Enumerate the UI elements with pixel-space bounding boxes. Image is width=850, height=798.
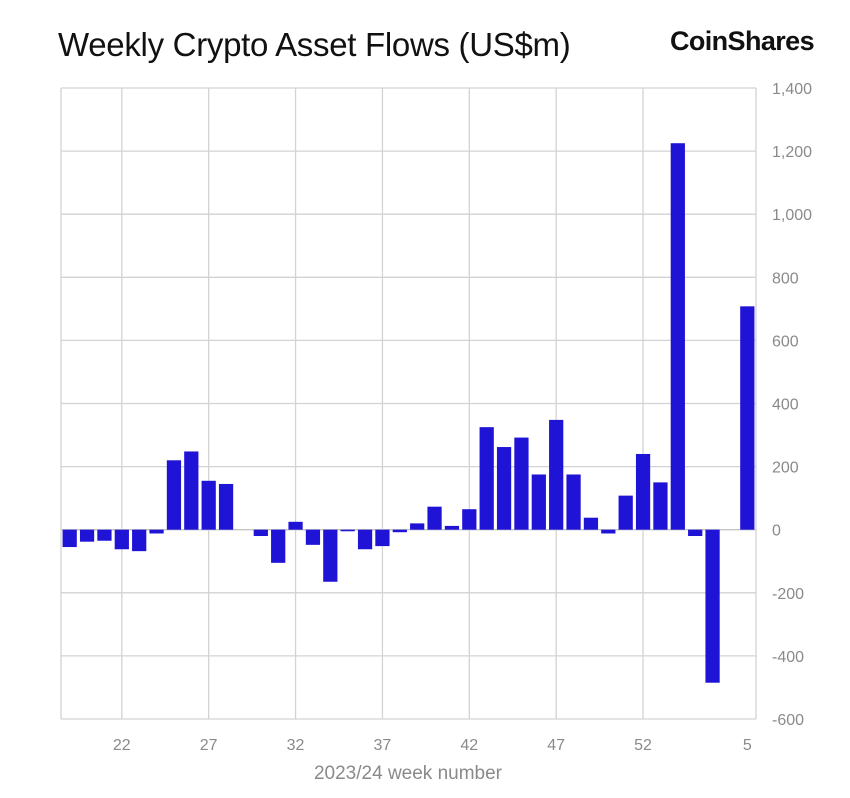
x-tick-label: 22 <box>113 737 131 754</box>
bar-week-27 <box>201 480 216 530</box>
y-tick-label: -600 <box>772 712 804 729</box>
y-tick-label: 1,000 <box>772 207 812 224</box>
y-tick-label: 0 <box>772 523 781 540</box>
y-tick-label: -200 <box>772 586 804 603</box>
bar-week-45 <box>514 437 529 530</box>
bar-week-20 <box>79 529 95 542</box>
y-tick-label: 400 <box>772 397 799 414</box>
bar-week-24 <box>149 529 164 534</box>
bar-week-34 <box>323 529 338 582</box>
bar-week-40 <box>427 506 442 530</box>
bar-week-43 <box>479 427 494 530</box>
bar-week-37 <box>375 529 390 547</box>
bar-week-26 <box>184 451 199 530</box>
bar-week-23 <box>132 529 147 552</box>
bar-week-38 <box>392 529 407 533</box>
bar-week-5 <box>740 306 755 530</box>
bars <box>62 143 755 683</box>
bar-week-50 <box>601 529 616 534</box>
x-tick-label: 42 <box>460 737 478 754</box>
bar-week-44 <box>496 447 512 530</box>
bar-week-41 <box>444 525 460 530</box>
chart-title: Weekly Crypto Asset Flows (US$m) <box>58 26 571 63</box>
grid-lines <box>60 87 757 720</box>
y-tick-label: -400 <box>772 649 804 666</box>
y-tick-label: 600 <box>772 333 799 350</box>
bar-week-47 <box>549 419 564 530</box>
bar-week-52 <box>635 453 651 530</box>
x-tick-label: 37 <box>374 737 392 754</box>
bar-week-3 <box>705 529 720 683</box>
bar-week-33 <box>305 529 321 545</box>
bar-week-48 <box>566 474 581 530</box>
bar-week-39 <box>410 523 425 530</box>
bar-week-32 <box>288 521 303 530</box>
y-tick-label: 1,400 <box>772 81 812 98</box>
x-axis-title: 2023/24 week number <box>314 763 503 784</box>
x-axis-ticks: 22 27 32 37 42 47 52 5 <box>113 737 752 754</box>
bar-week-22 <box>114 529 129 550</box>
bar-week-31 <box>271 529 286 563</box>
brand-logo: CoinShares <box>669 26 815 56</box>
x-tick-label: 47 <box>547 737 565 754</box>
bar-week-36 <box>357 529 373 550</box>
bar-week-53 <box>653 482 668 530</box>
bar-week-30 <box>253 529 268 537</box>
bar-week-35 <box>340 529 355 532</box>
bar-week-49 <box>583 517 599 530</box>
x-tick-label: 52 <box>634 737 652 754</box>
bar-week-46 <box>531 474 546 530</box>
bar-week-2 <box>688 529 703 537</box>
bar-week-1 <box>670 143 685 530</box>
y-tick-label: 1,200 <box>772 144 812 161</box>
bar-week-25 <box>166 460 182 530</box>
y-tick-label: 200 <box>772 460 799 477</box>
x-tick-label: 27 <box>200 737 218 754</box>
bar-week-21 <box>97 529 112 541</box>
bar-week-19 <box>62 529 77 548</box>
y-tick-label: 800 <box>772 270 799 287</box>
bar-week-28 <box>218 483 234 530</box>
x-tick-label: 5 <box>743 737 752 754</box>
y-axis-ticks: -600 -400 -200 0 200 400 600 800 1,000 1,200 1,400 <box>772 81 812 729</box>
bar-week-51 <box>618 495 633 530</box>
x-tick-label: 32 <box>287 737 305 754</box>
bar-week-42 <box>462 509 477 530</box>
